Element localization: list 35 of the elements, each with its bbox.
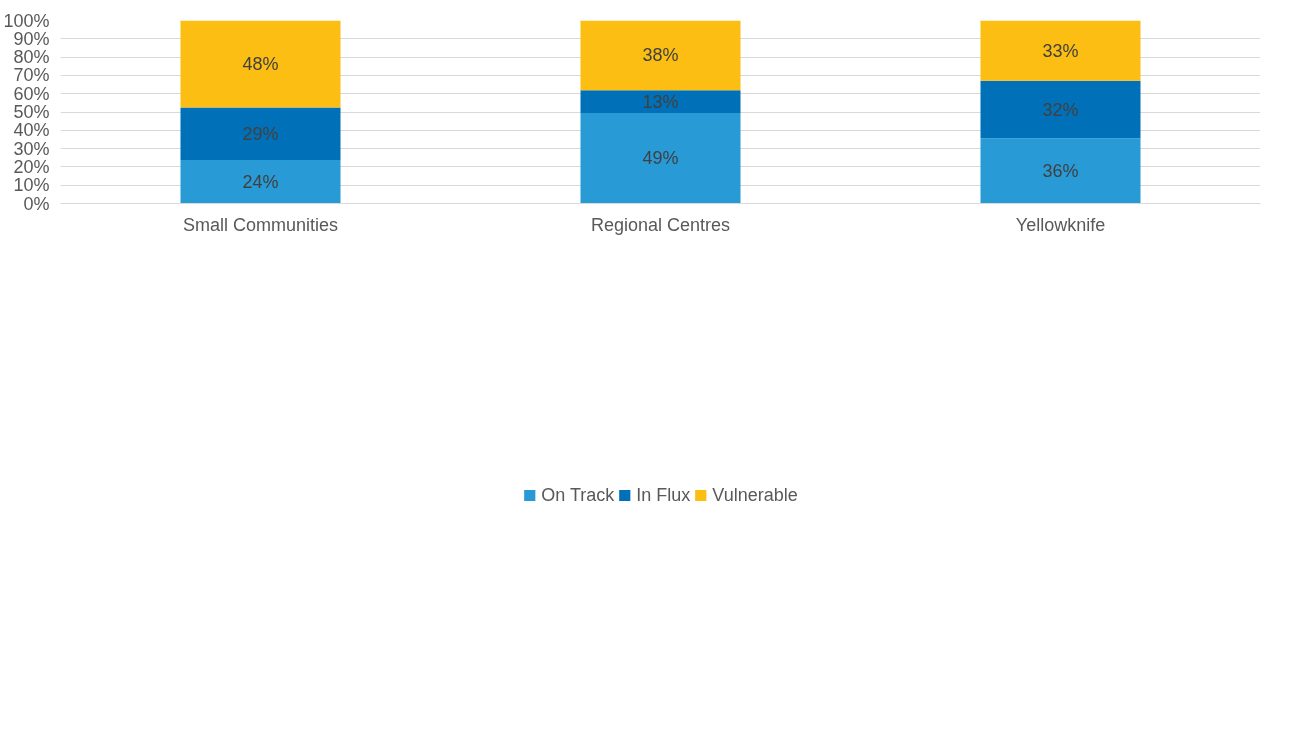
data-label: 38% [642, 45, 679, 66]
y-tick-label: 60% [13, 83, 50, 104]
bar [580, 90, 741, 114]
bar [580, 113, 741, 204]
data-label: 32% [1042, 99, 1079, 120]
y-tick-label: 90% [13, 28, 50, 49]
legend-label: In Flux [636, 484, 691, 506]
data-label: 29% [242, 123, 279, 144]
legend-label: On Track [541, 484, 615, 506]
y-tick-label: 50% [13, 102, 50, 122]
bar [980, 138, 1141, 204]
x-tick-label: Regional Centres [590, 214, 731, 235]
bar [980, 20, 1141, 81]
legend-label: Vulnerable [712, 484, 798, 506]
data-label: 48% [242, 54, 279, 75]
data-label: 24% [242, 171, 279, 192]
y-tick-label: 40% [13, 120, 50, 141]
bar [180, 20, 341, 108]
bar [180, 107, 341, 160]
data-label: 36% [1042, 160, 1079, 181]
bar [980, 80, 1141, 139]
data-label: 33% [1042, 40, 1079, 61]
y-tick-label: 100% [3, 10, 50, 31]
data-label: 49% [642, 148, 679, 169]
y-tick-label: 20% [13, 156, 50, 177]
y-tick-label: 10% [13, 175, 50, 196]
y-tick-label: 30% [13, 138, 50, 159]
x-tick-label: Yellowknife [1015, 214, 1106, 235]
bar [580, 20, 741, 91]
y-tick-label: 80% [13, 47, 50, 68]
bar [180, 159, 341, 204]
y-tick-label: 0% [23, 193, 50, 214]
data-label: 13% [642, 91, 679, 112]
y-tick-label: 70% [13, 65, 50, 86]
x-tick-label: Small Communities [182, 214, 339, 235]
